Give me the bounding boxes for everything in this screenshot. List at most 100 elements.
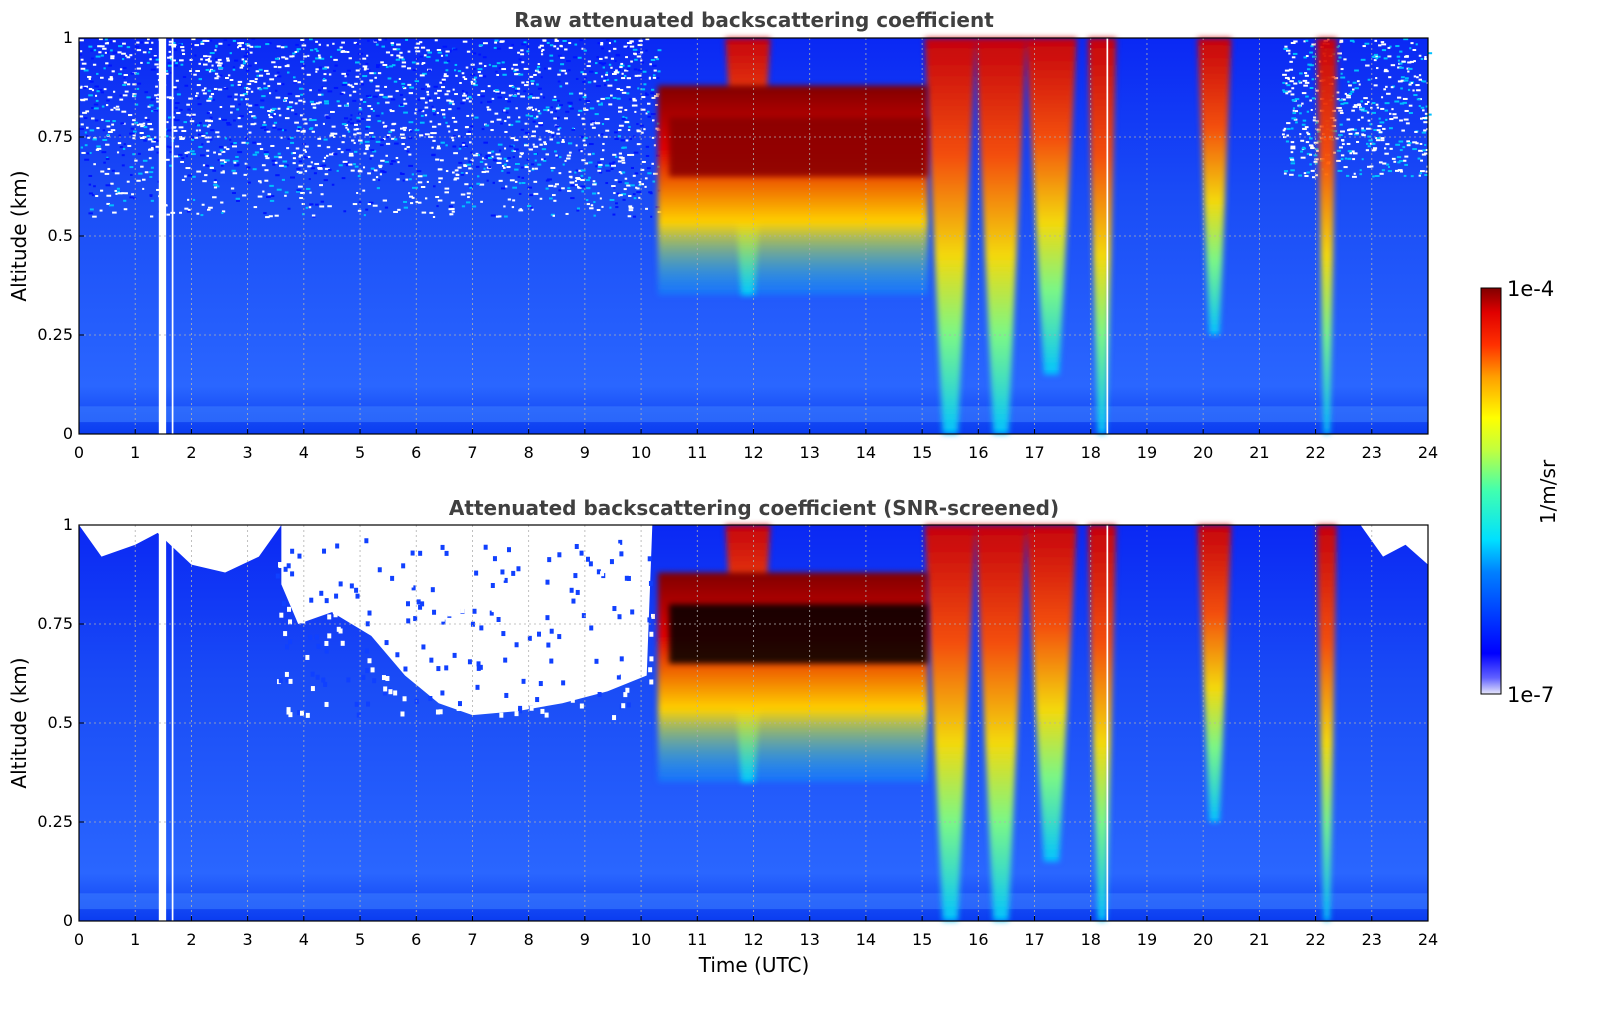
screened-blank-region: [79, 525, 282, 573]
noise-speck: [486, 179, 489, 182]
noise-speck: [238, 103, 241, 106]
noise-speck: [321, 164, 327, 167]
colorbar-gradient: [1480, 287, 1502, 695]
noise-speck: [360, 117, 365, 120]
noise-speck: [134, 121, 139, 124]
noise-speck: [149, 138, 155, 141]
noise-speck: [1367, 119, 1371, 122]
noise-speck: [114, 189, 117, 192]
screened-pixel: [586, 556, 591, 562]
noise-speck: [166, 121, 169, 124]
noise-speck: [131, 123, 135, 126]
noise-speck: [1306, 171, 1310, 174]
noise-speck: [1373, 53, 1379, 56]
noise-speck: [628, 206, 634, 209]
screened-blank-region: [281, 525, 653, 716]
noise-speck: [624, 109, 628, 112]
screened-pixel: [323, 579, 328, 585]
noise-speck: [496, 62, 501, 65]
noise-speck: [1389, 45, 1392, 48]
screened-pixel: [292, 562, 297, 568]
noise-speck: [545, 187, 549, 190]
noise-speck: [85, 126, 89, 129]
noise-speck: [129, 54, 133, 57]
noise-speck: [445, 69, 449, 72]
noise-speck: [1367, 78, 1371, 81]
noise-speck: [556, 155, 560, 158]
noise-speck: [1360, 109, 1364, 112]
noise-speck: [217, 62, 223, 65]
noise-speck: [92, 138, 97, 141]
noise-speck: [590, 123, 594, 126]
noise-speck: [209, 166, 214, 169]
noise-speck: [311, 118, 317, 121]
noise-speck: [424, 101, 428, 104]
screened-pixel: [351, 541, 356, 547]
noise-speck: [84, 144, 88, 147]
noise-speck: [187, 108, 192, 111]
noise-speck: [218, 42, 223, 45]
noise-speck: [105, 62, 109, 65]
noise-speck: [315, 203, 319, 206]
noise-speck: [617, 160, 622, 163]
data-gap: [1106, 38, 1109, 434]
noise-speck: [137, 82, 142, 85]
noise-speck: [148, 157, 152, 160]
noise-speck: [561, 139, 565, 142]
noise-speck: [633, 197, 637, 200]
noise-speck: [400, 136, 406, 139]
screened-pixel: [338, 628, 343, 634]
noise-speck: [624, 177, 628, 180]
noise-speck: [1366, 165, 1372, 168]
noise-speck: [105, 51, 109, 54]
noise-speck: [612, 213, 616, 216]
noise-speck: [655, 206, 661, 209]
noise-speck: [168, 40, 174, 43]
noise-speck: [226, 122, 231, 125]
screened-pixel: [410, 550, 415, 556]
noise-speck: [609, 206, 612, 209]
screened-pixel: [519, 632, 524, 638]
noise-speck: [442, 45, 448, 48]
noise-speck: [452, 145, 457, 148]
noise-speck: [567, 190, 572, 193]
noise-speck: [407, 50, 411, 53]
screened-pixel: [372, 590, 377, 596]
noise-speck: [1425, 148, 1428, 151]
noise-speck: [1339, 41, 1342, 44]
noise-speck: [1287, 78, 1290, 81]
noise-speck: [215, 44, 218, 47]
noise-speck: [491, 155, 494, 158]
noise-speck: [386, 135, 390, 138]
screened-pixel: [650, 613, 655, 619]
noise-speck: [304, 170, 308, 173]
noise-speck: [561, 69, 566, 72]
noise-speck: [401, 82, 406, 85]
noise-speck: [1347, 150, 1352, 153]
noise-speck: [1401, 60, 1406, 63]
noise-speck: [537, 71, 541, 74]
noise-speck: [293, 80, 298, 83]
noise-speck: [591, 126, 596, 129]
noise-speck: [429, 211, 434, 214]
noise-speck: [252, 141, 257, 144]
screened-pixel: [483, 544, 488, 550]
noise-speck: [632, 48, 638, 51]
noise-speck: [336, 48, 342, 51]
noise-speck: [401, 104, 405, 107]
noise-speck: [572, 56, 578, 59]
noise-speck: [432, 216, 436, 219]
noise-speck: [1349, 39, 1355, 42]
screened-pixel: [589, 625, 594, 631]
noise-speck: [322, 79, 327, 82]
noise-speck: [578, 92, 583, 95]
screened-pixel: [305, 654, 310, 660]
noise-speck: [574, 43, 578, 46]
noise-speck: [482, 56, 487, 59]
screened-pixel: [573, 573, 578, 579]
noise-speck: [618, 110, 622, 113]
noise-speck: [107, 131, 113, 134]
noise-speck: [533, 73, 537, 76]
noise-speck: [400, 172, 405, 175]
noise-speck: [264, 169, 269, 172]
